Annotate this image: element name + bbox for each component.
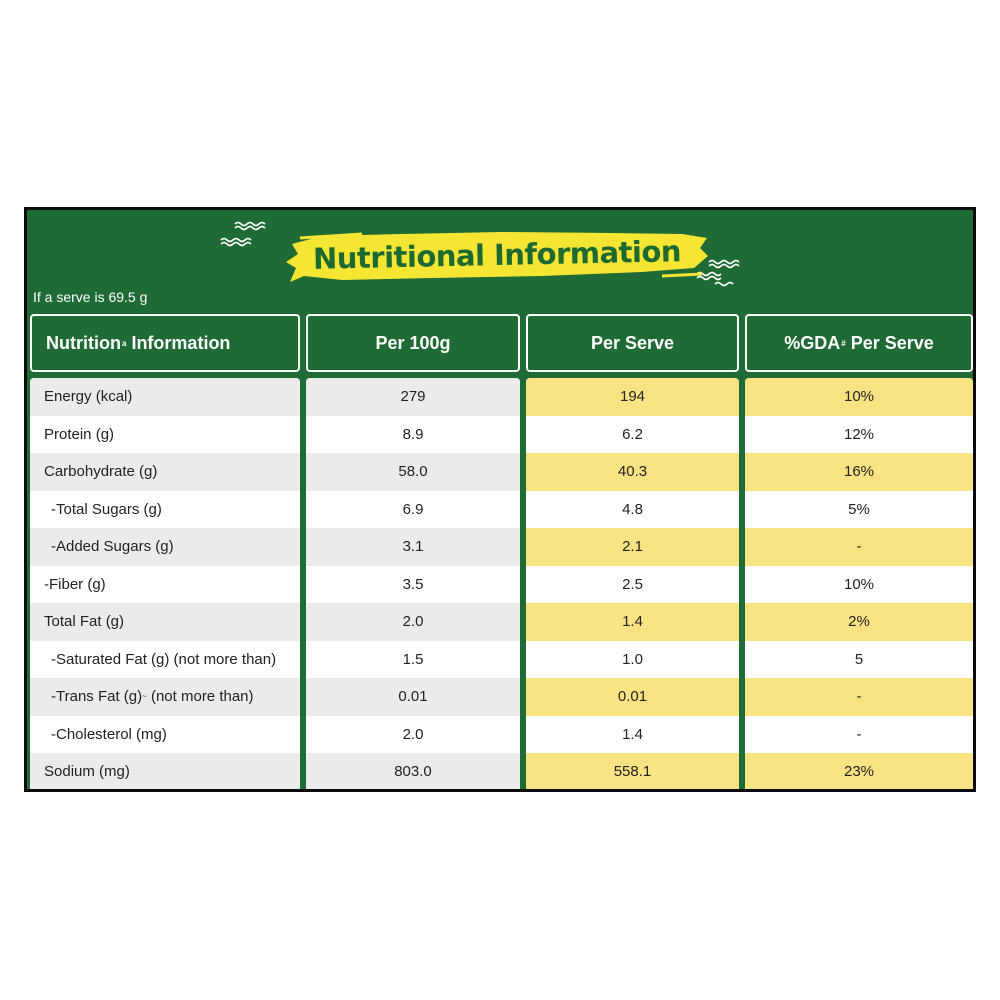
nutrient-footnote-mark: ~ [142, 692, 147, 702]
gda-value: - [745, 528, 973, 566]
nutrient-label-text: -Saturated Fat (g) (not more than) [51, 650, 277, 668]
gda-column-header: %GDA # Per Serve [745, 314, 973, 372]
nutrient-label-text: -Trans Fat (g) [51, 688, 143, 706]
nutrient-label: Energy (kcal) [30, 378, 300, 416]
gda-value: - [745, 678, 973, 716]
gda-value: 2% [745, 603, 973, 641]
per100-values: 279 8.9 58.0 6.9 3.1 3.5 2.0 1.5 0.01 2.0 803.0 [306, 378, 520, 789]
nutrient-list: Energy (kcal) Protein (g) Carbohydrate (g)… [30, 378, 300, 789]
perserve-value: 1.4 [622, 725, 643, 743]
header-label-suffix: Information [126, 332, 231, 353]
perserve-value: 4.8 [622, 500, 643, 518]
perserve-value: 194 [526, 378, 739, 416]
nutrition-panel: Nutritional Information If a serve is 69… [24, 207, 976, 792]
perserve-values: 194 6.2 40.3 4.8 2.1 2.5 1.4 1.0 0.01 1.4 558.1 [526, 378, 739, 789]
nutrient-label-text: -Added Sugars (g) [51, 538, 174, 556]
nutrient-label-text: -Fiber (g) [44, 575, 106, 593]
perserve-column: Per Serve 194 6.2 40.3 4.8 2.1 2.5 1.4 1.0 0.01 1… [526, 314, 739, 789]
pasta-decoration-left-icon [220, 221, 266, 247]
nutrient-label-text: Carbohydrate (g) [44, 463, 158, 481]
nutrient-label: -Saturated Fat (g) (not more than) [30, 641, 300, 679]
panel-header: Nutritional Information If a serve is 69… [27, 210, 973, 314]
perserve-value: 1.0 [622, 650, 643, 668]
gda-value: 10% [745, 378, 973, 416]
nutrient-label-suffix: (not more than) [146, 688, 254, 706]
gda-footnote-mark: # [841, 338, 846, 348]
perserve-value: 40.3 [526, 453, 739, 491]
gda-values: 10% 12% 16% 5% - 10% 2% 5 - - 23% [745, 378, 973, 789]
per100-value: 58.0 [306, 453, 520, 491]
per100-value: 6.9 [402, 500, 424, 518]
nutrient-label-text: -Total Sugars (g) [51, 500, 162, 518]
nutrient-column-header: Nutrition a Information [30, 314, 300, 372]
header-footnote-mark: a [121, 338, 127, 348]
gda-value: 5% [848, 500, 870, 518]
nutrient-label-text: Sodium (mg) [44, 763, 130, 781]
nutrient-label: Carbohydrate (g) [30, 453, 300, 491]
title-banner [286, 232, 708, 282]
per100-value: 803.0 [306, 753, 520, 789]
per100-value: 0.01 [306, 678, 520, 716]
perserve-value: 2.5 [622, 575, 643, 593]
perserve-value: 0.01 [526, 678, 739, 716]
nutrient-label: -Fiber (g) [30, 566, 300, 604]
nutrient-label: Protein (g) [30, 416, 300, 454]
nutrient-label: -Total Sugars (g) [30, 491, 300, 529]
per100-value: 1.5 [402, 650, 424, 668]
per100-value: 2.0 [306, 603, 520, 641]
per100-value: 2.0 [402, 725, 424, 743]
gda-value: 16% [745, 453, 973, 491]
gda-header-label: %GDA [784, 332, 841, 353]
perserve-column-header: Per Serve [526, 314, 739, 372]
per100-value: 279 [306, 378, 520, 416]
gda-value: 12% [843, 425, 875, 443]
nutrient-label-text: -Cholesterol (mg) [51, 725, 167, 743]
per100-column: Per 100g 279 8.9 58.0 6.9 3.1 3.5 2.0 1.5 0.01 2.… [306, 314, 520, 789]
nutrient-label: -Trans Fat (g) ~ (not more than) [30, 678, 300, 716]
gda-column: %GDA # Per Serve 10% 12% 16% 5% - 10% 2% 5 - - 23% [745, 314, 973, 789]
nutrient-label: -Added Sugars (g) [30, 528, 300, 566]
nutrient-label-text: Total Fat (g) [44, 613, 125, 631]
per100-column-header: Per 100g [306, 314, 520, 372]
perserve-value: 558.1 [526, 753, 739, 789]
per100-value: 3.5 [402, 575, 424, 593]
nutrient-label-text: Energy (kcal) [44, 388, 133, 406]
perserve-value: 2.1 [526, 528, 739, 566]
gda-header-suffix: Per Serve [845, 332, 934, 353]
gda-value: 23% [745, 753, 973, 789]
serve-size-note: If a serve is 69.5 g [33, 289, 148, 305]
nutrient-column: Nutrition a Information Energy (kcal) Prot… [30, 314, 300, 789]
nutrient-label-text: Protein (g) [44, 425, 115, 443]
nutrient-label: -Cholesterol (mg) [30, 716, 300, 754]
gda-value: 10% [843, 575, 875, 593]
per100-value: 8.9 [402, 425, 424, 443]
perserve-value: 1.4 [526, 603, 739, 641]
nutrient-label: Sodium (mg) [30, 753, 300, 789]
header-label: Nutrition [46, 332, 121, 353]
per100-value: 3.1 [306, 528, 520, 566]
perserve-value: 6.2 [622, 425, 643, 443]
gda-value: - [856, 725, 862, 743]
nutrient-label: Total Fat (g) [30, 603, 300, 641]
gda-value: 5 [854, 650, 864, 668]
